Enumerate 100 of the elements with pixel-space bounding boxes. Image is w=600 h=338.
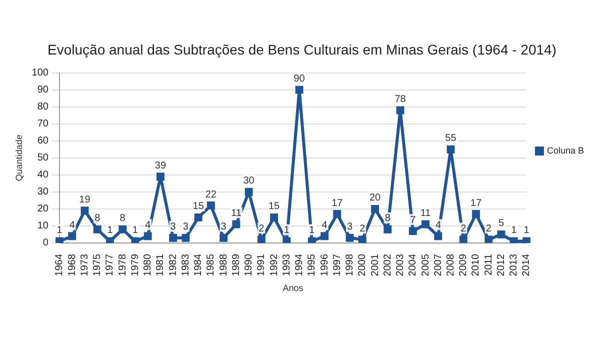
data-label: 4	[322, 220, 328, 231]
point	[80, 206, 89, 215]
data-label: 11	[420, 208, 432, 219]
point	[156, 172, 164, 181]
x-tick-label: 1988	[218, 254, 230, 276]
x-tick-label: 1978	[117, 254, 128, 276]
x-tick-label: 1973	[79, 254, 90, 276]
x-tick-label: 1996	[319, 254, 330, 276]
point	[422, 220, 430, 228]
y-tick-label: 100	[32, 68, 49, 79]
data-label: 1	[107, 225, 114, 236]
x-tick-label: 1983	[180, 254, 192, 276]
data-label: 3	[170, 222, 176, 233]
point	[333, 210, 342, 218]
x-tick-label: 2004	[408, 254, 419, 276]
x-tick-label: 1985	[206, 254, 217, 276]
point	[346, 234, 354, 242]
x-tick-label: 2010	[470, 254, 482, 276]
y-tick-label: 10	[37, 220, 49, 232]
chart-title: Evolução anual das Subtrações de Bens Culturais em Minas Gerais (1964 - 2014)	[48, 41, 556, 58]
data-label: 11	[230, 208, 242, 219]
data-label: 4	[69, 220, 76, 231]
y-tick-label: 50	[37, 152, 49, 164]
data-label: 19	[79, 194, 91, 206]
point	[206, 202, 215, 210]
data-label: 15	[268, 201, 280, 212]
point	[169, 234, 178, 242]
point	[93, 225, 102, 234]
x-tick-label: 2011	[483, 254, 494, 276]
y-axis-title: Quantidade	[14, 134, 24, 182]
x-tick-label: 1993	[281, 254, 292, 276]
point	[232, 220, 240, 228]
point	[68, 232, 76, 240]
x-tick-label: 2009	[458, 254, 470, 276]
data-label: 8	[384, 213, 391, 224]
data-label: 55	[445, 133, 457, 144]
y-tick-label: 20	[37, 204, 49, 215]
data-label: 2	[486, 223, 492, 234]
data-label: 1	[309, 225, 316, 236]
data-label: 3	[182, 222, 189, 233]
point	[320, 232, 329, 240]
data-label: 2	[360, 223, 366, 234]
x-tick-label: 1968	[66, 254, 78, 276]
point	[446, 145, 455, 154]
data-label: 1	[56, 225, 63, 236]
y-tick-label: 90	[37, 84, 49, 96]
x-tick-label: 1990	[244, 254, 255, 276]
data-label: 4	[435, 220, 442, 231]
x-tick-label: 1989	[230, 254, 242, 276]
data-label: 3	[346, 222, 353, 233]
legend-label: Coluna B	[546, 145, 584, 156]
point	[220, 234, 228, 242]
data-label: 1	[511, 225, 518, 236]
point	[497, 230, 506, 238]
x-tick-label: 1975	[92, 254, 104, 276]
point	[472, 210, 480, 218]
data-label: 8	[120, 213, 126, 224]
x-tick-label: 2007	[432, 254, 444, 276]
point	[244, 188, 253, 196]
x-tick-label: 1980	[142, 254, 154, 276]
x-tick-label: 1984	[193, 254, 204, 276]
data-label: 2	[460, 223, 467, 234]
data-label: 3	[220, 222, 227, 233]
point	[396, 106, 404, 114]
point	[384, 225, 392, 234]
data-label: 1	[284, 225, 290, 236]
data-label: 1	[524, 225, 530, 236]
x-tick-label: 1997	[332, 254, 343, 276]
x-tick-label: 2005	[420, 254, 432, 276]
x-tick-label: 1964	[54, 254, 66, 276]
data-label: 20	[369, 192, 382, 204]
data-label: 1	[132, 225, 138, 236]
x-axis-title: Anos	[282, 283, 304, 294]
data-label: 15	[192, 201, 204, 212]
point	[270, 213, 278, 222]
data-label: 4	[145, 220, 152, 231]
data-label: 22	[205, 189, 217, 200]
point	[131, 237, 140, 243]
x-tick-label: 1982	[168, 254, 179, 276]
x-tick-label: 1995	[306, 254, 318, 276]
x-tick-label: 2002	[382, 254, 394, 276]
point	[408, 227, 417, 236]
y-tick-label: 80	[37, 102, 49, 113]
data-label: 90	[294, 74, 306, 85]
y-tick-label: 60	[37, 136, 49, 147]
y-tick-label: 40	[37, 170, 49, 181]
x-tick-label: 1998	[344, 254, 356, 276]
data-label: 7	[410, 214, 416, 226]
x-tick-label: 2012	[496, 254, 507, 276]
y-tick-label: 70	[37, 118, 49, 130]
x-tick-label: 1977	[104, 254, 116, 276]
x-tick-label: 2013	[508, 254, 520, 276]
point	[434, 232, 442, 240]
data-label: 8	[94, 213, 101, 224]
point	[484, 236, 493, 243]
x-tick-label: 2000	[357, 254, 368, 276]
point	[182, 234, 190, 242]
point	[510, 237, 518, 243]
data-label: 2	[258, 223, 265, 234]
point	[308, 237, 316, 243]
